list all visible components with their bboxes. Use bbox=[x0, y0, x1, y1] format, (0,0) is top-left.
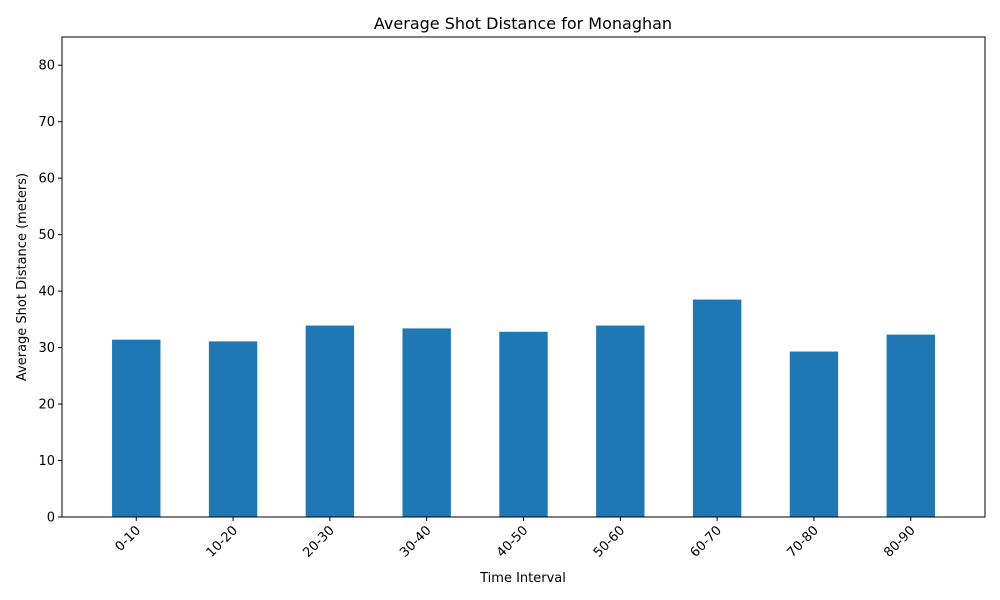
bar-50-60 bbox=[596, 325, 645, 517]
y-tick-label: 20 bbox=[38, 398, 55, 413]
x-tick-label: 20-30 bbox=[300, 523, 337, 560]
y-axis-label: Average Shot Distance (meters) bbox=[15, 173, 30, 381]
bar-70-80 bbox=[789, 351, 839, 517]
bars-group bbox=[112, 299, 935, 517]
y-tick-label: 10 bbox=[38, 454, 55, 469]
chart-title: Average Shot Distance for Monaghan bbox=[374, 14, 672, 33]
bar-40-50 bbox=[499, 331, 548, 517]
plot-frame bbox=[61, 36, 986, 518]
x-axis-label: Time Interval bbox=[479, 571, 566, 586]
y-tick-label: 0 bbox=[47, 511, 55, 526]
x-tick-label: 50-60 bbox=[591, 523, 628, 560]
bar-80-90 bbox=[886, 334, 935, 517]
y-tick-label: 60 bbox=[38, 172, 55, 187]
bar-30-40 bbox=[402, 328, 451, 517]
x-tick-label: 70-80 bbox=[784, 523, 821, 560]
bar-20-30 bbox=[305, 325, 355, 517]
bar-0-10 bbox=[112, 339, 161, 517]
y-axis-ticks: 0 10 20 30 40 50 60 70 80 bbox=[38, 59, 62, 526]
y-tick-label: 70 bbox=[38, 115, 55, 130]
bar-60-70 bbox=[692, 299, 742, 517]
y-tick-label: 40 bbox=[38, 285, 55, 300]
x-tick-label: 60-70 bbox=[688, 523, 725, 560]
x-tick-label: 0-10 bbox=[113, 523, 144, 554]
x-axis-ticks: 0-10 10-20 20-30 30-40 40-50 50-60 60-70 70-80 8… bbox=[113, 517, 919, 561]
x-tick-label: 40-50 bbox=[494, 523, 531, 560]
y-tick-label: 50 bbox=[38, 228, 55, 243]
bar-10-20 bbox=[208, 341, 258, 517]
x-tick-label: 30-40 bbox=[397, 523, 434, 560]
y-tick-label: 80 bbox=[38, 59, 55, 74]
y-tick-label: 30 bbox=[38, 341, 55, 356]
x-tick-label: 80-90 bbox=[881, 523, 918, 560]
x-tick-label: 10-20 bbox=[204, 523, 241, 560]
